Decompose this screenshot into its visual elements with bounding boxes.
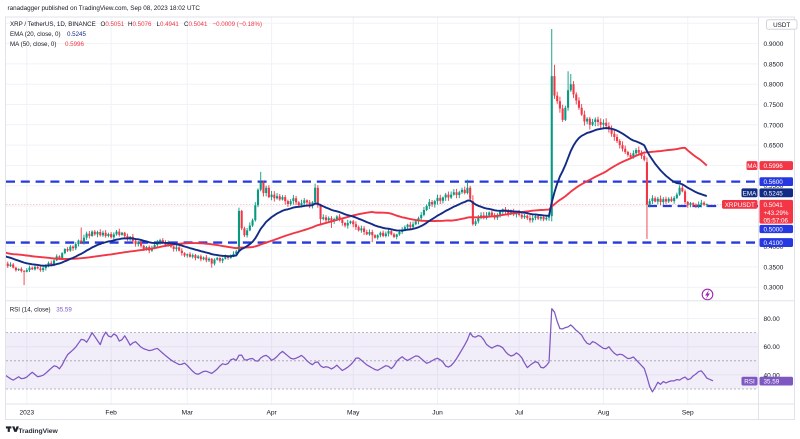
svg-text:40.00: 40.00 bbox=[764, 372, 781, 379]
svg-text:0.9000: 0.9000 bbox=[764, 41, 784, 48]
svg-text:0.4000: 0.4000 bbox=[764, 244, 784, 251]
svg-text:0.4100: 0.4100 bbox=[764, 240, 784, 247]
svg-text:TradingView: TradingView bbox=[18, 428, 58, 435]
svg-text:0.7500: 0.7500 bbox=[764, 102, 784, 109]
svg-text:MA (50, close, 0): MA (50, close, 0) bbox=[10, 41, 56, 48]
svg-text:0.3500: 0.3500 bbox=[764, 264, 784, 271]
svg-text:Jul: Jul bbox=[515, 409, 524, 416]
svg-text:80.00: 80.00 bbox=[764, 316, 781, 323]
svg-text:2023: 2023 bbox=[19, 409, 34, 416]
svg-text:XRP / TetherUS, 1D, BINANCE: XRP / TetherUS, 1D, BINANCE bbox=[10, 21, 96, 28]
svg-text:RSI: RSI bbox=[744, 379, 755, 386]
svg-text:0.5041: 0.5041 bbox=[764, 202, 784, 209]
svg-text:MA: MA bbox=[747, 163, 757, 170]
svg-text:0.5245: 0.5245 bbox=[67, 31, 86, 38]
svg-text:O0.5051: O0.5051 bbox=[101, 21, 125, 28]
svg-text:XRPUSDT: XRPUSDT bbox=[725, 202, 755, 209]
svg-text:0.5245: 0.5245 bbox=[764, 190, 784, 197]
svg-text:−0.0009 (−0.18%): −0.0009 (−0.18%) bbox=[213, 21, 263, 28]
svg-text:USDT: USDT bbox=[773, 22, 790, 29]
svg-text:Jun: Jun bbox=[432, 409, 443, 416]
svg-text:C0.5041: C0.5041 bbox=[184, 21, 208, 28]
svg-text:0.8500: 0.8500 bbox=[764, 61, 784, 68]
svg-text:0.7000: 0.7000 bbox=[764, 122, 784, 129]
svg-text:0.5000: 0.5000 bbox=[764, 227, 784, 234]
svg-text:0.8000: 0.8000 bbox=[764, 82, 784, 89]
svg-text:0.5996: 0.5996 bbox=[764, 163, 784, 170]
svg-text:0.3000: 0.3000 bbox=[764, 285, 784, 292]
svg-text:EMA: EMA bbox=[743, 190, 757, 197]
svg-text:+43.29%: +43.29% bbox=[764, 210, 789, 217]
svg-text:0.6500: 0.6500 bbox=[764, 143, 784, 150]
svg-text:RSI (14, close): RSI (14, close) bbox=[10, 307, 51, 314]
svg-text:05:57:06: 05:57:06 bbox=[764, 218, 789, 225]
svg-text:Feb: Feb bbox=[105, 409, 117, 416]
svg-text:Aug: Aug bbox=[598, 409, 610, 416]
svg-text:0.5600: 0.5600 bbox=[764, 179, 784, 186]
svg-text:ranadagger published on Tradin: ranadagger published on TradingView.com,… bbox=[8, 5, 201, 12]
svg-text:0.5500: 0.5500 bbox=[764, 183, 784, 190]
svg-text:60.00: 60.00 bbox=[764, 344, 781, 351]
svg-text:Apr: Apr bbox=[266, 409, 277, 416]
svg-text:May: May bbox=[347, 409, 360, 416]
svg-text:H0.5076: H0.5076 bbox=[128, 21, 152, 28]
svg-text:Sep: Sep bbox=[682, 409, 694, 416]
svg-text:35.59: 35.59 bbox=[56, 307, 72, 314]
svg-text:0.5996: 0.5996 bbox=[65, 41, 84, 48]
svg-text:EMA (20, close, 0): EMA (20, close, 0) bbox=[10, 31, 61, 38]
svg-text:35.59: 35.59 bbox=[764, 379, 780, 386]
svg-text:Mar: Mar bbox=[182, 409, 194, 416]
svg-text:L0.4941: L0.4941 bbox=[157, 21, 180, 28]
